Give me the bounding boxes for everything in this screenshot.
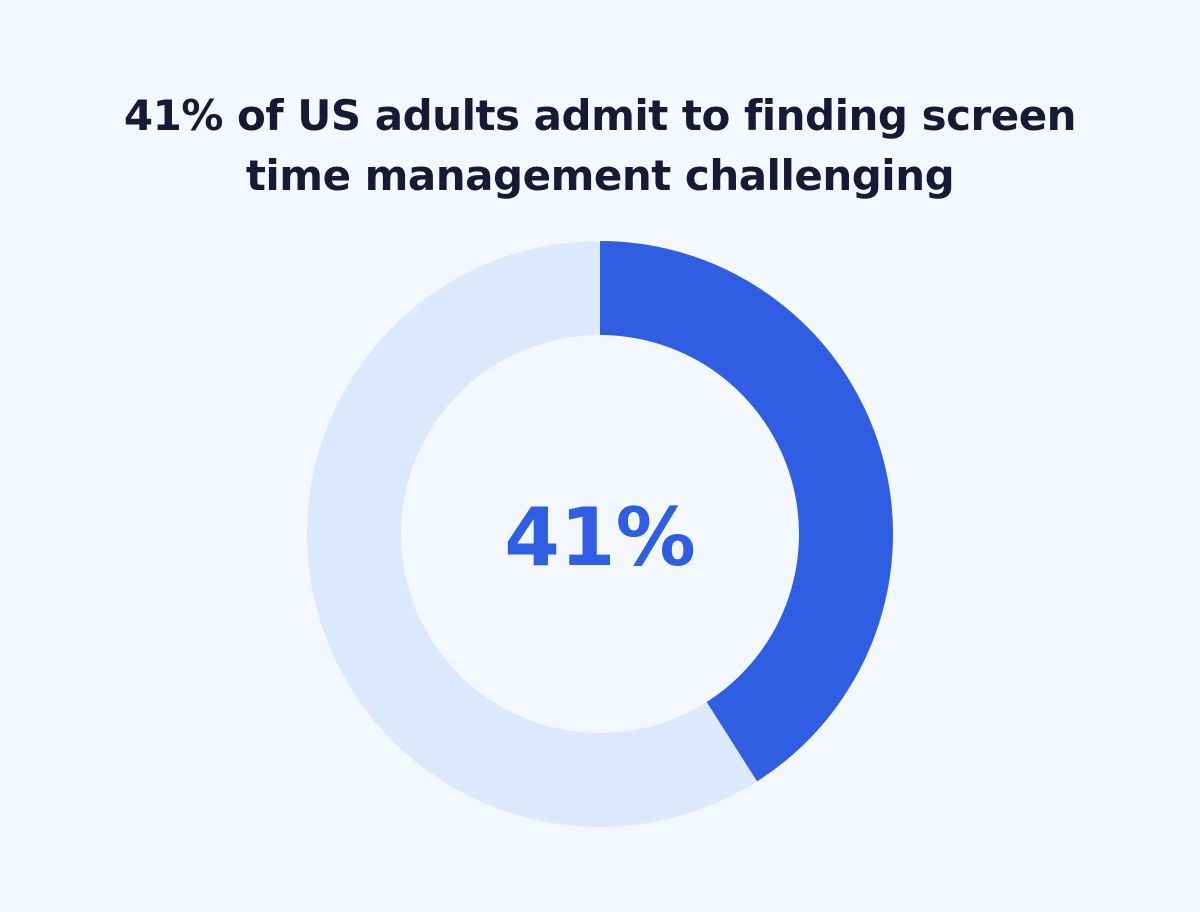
- chart-title: 41% of US adults admit to finding screen…: [100, 86, 1100, 206]
- donut-slice-remainder: [306, 240, 757, 827]
- chart-title-line-2: time management challenging: [245, 151, 955, 200]
- chart-title-line-1: 41% of US adults admit to finding screen: [123, 91, 1077, 140]
- donut-slices: [306, 240, 893, 827]
- donut-center-label: 41%: [504, 491, 695, 584]
- donut-slice-highlight: [600, 241, 893, 782]
